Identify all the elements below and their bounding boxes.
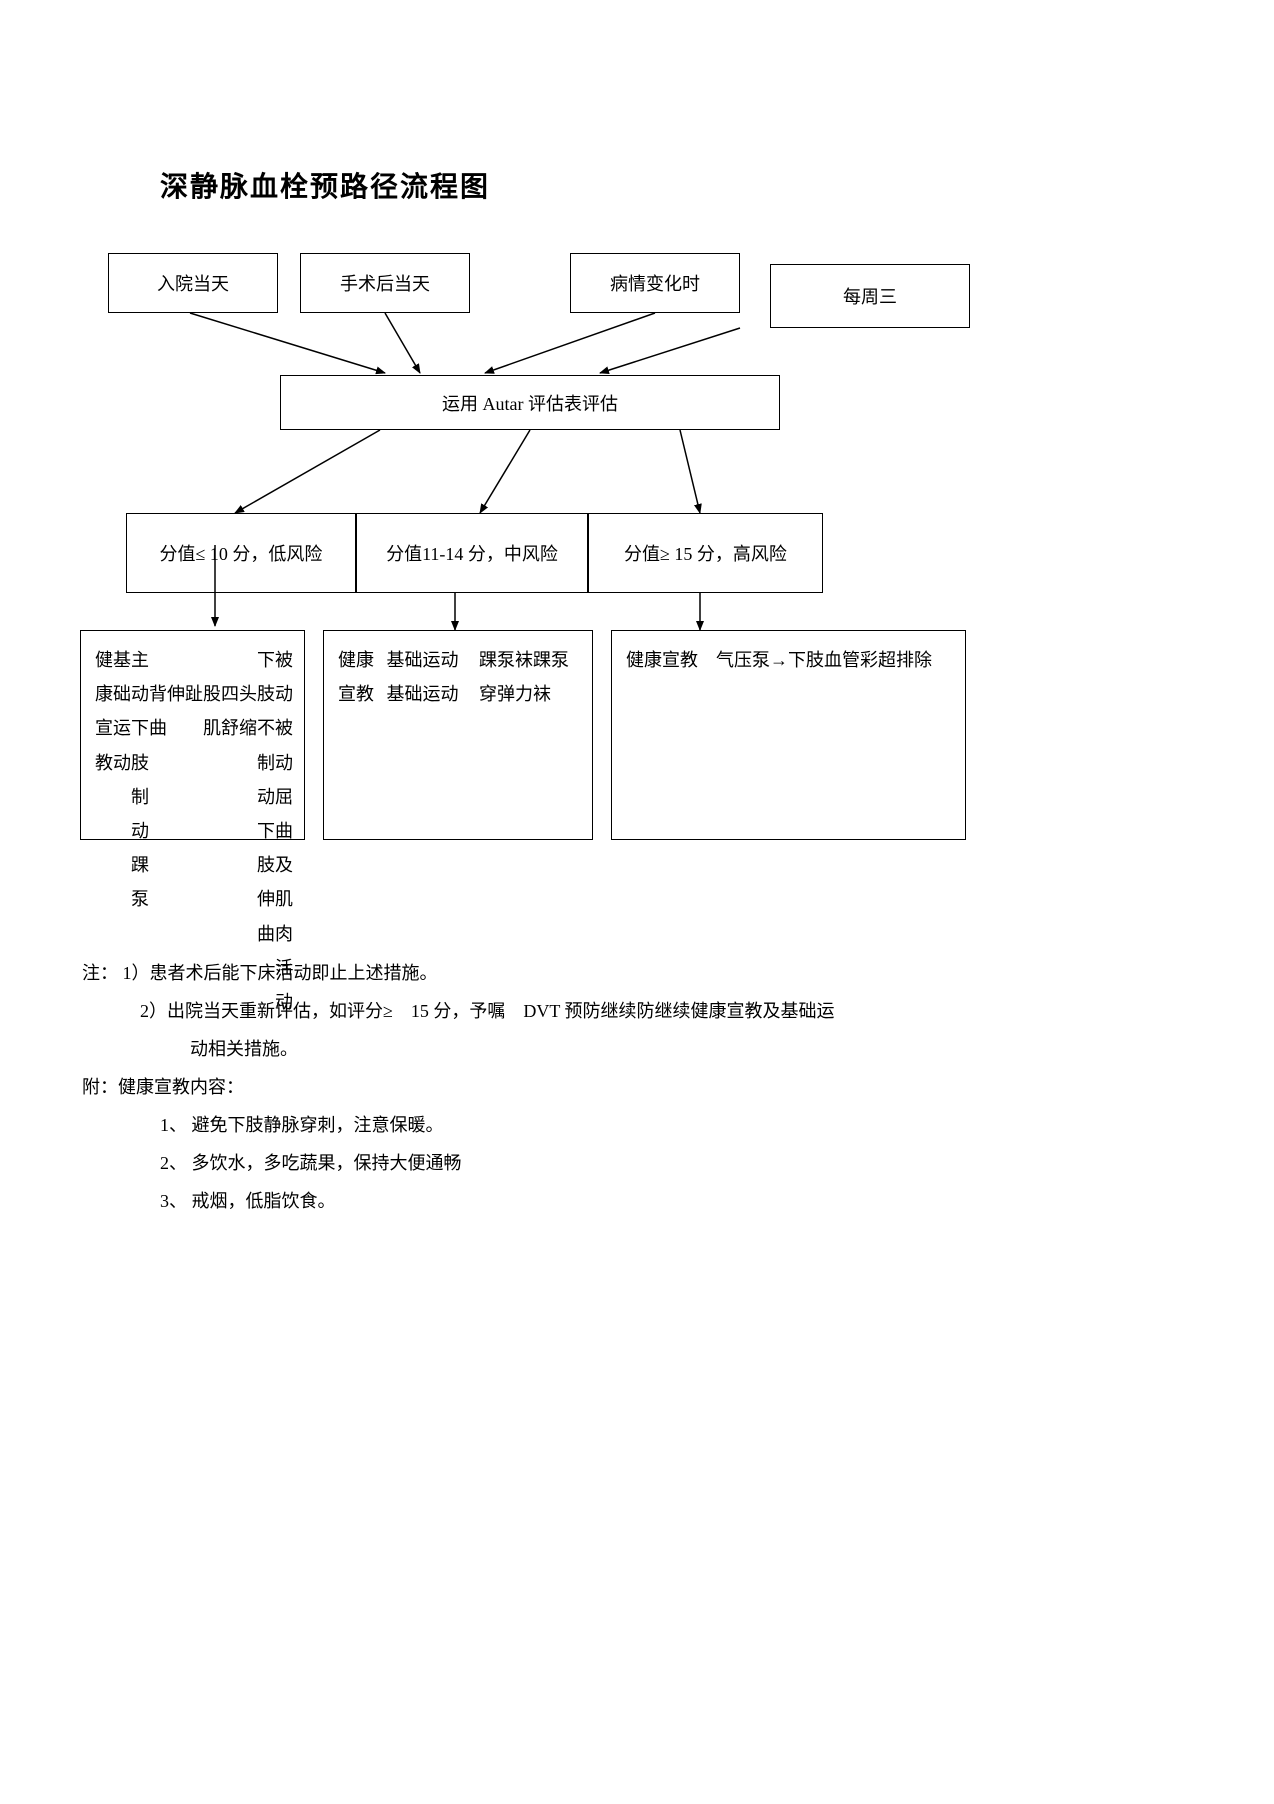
note-line: 3、 戒烟，低脂饮食。 [82, 1183, 982, 1219]
action-line: 健康宣教 [338, 643, 382, 711]
action-line: 主动下肢制动踝泵 [131, 643, 149, 917]
action-box-high: 健康宣教 气压泵→下肢血管彩超排除 [611, 630, 966, 840]
note-line: 2）出院当天重新评估，如评分≥ 15 分，予嘱 DVT 预防继续防继续健康宣教及… [82, 993, 982, 1029]
action-box-mid-content: 健康宣教 基础运动基础运动 踝泵袜踝泵穿弹力袜 [324, 631, 592, 839]
action-line: 踝泵袜踝泵穿弹力袜 [479, 643, 578, 711]
risk-box-high: 分值≥ 15 分，高风险 [588, 513, 823, 593]
action-line: 基础运动基础运动 [387, 643, 475, 711]
action-line: 健康宣教 [626, 643, 698, 677]
eval-box-label: 运用 Autar 评估表评估 [281, 376, 779, 429]
risk-box-high-label: 分值≥ 15 分，高风险 [589, 514, 822, 592]
flow-arrow [600, 328, 740, 373]
risk-box-low: 分值≤ 10 分，低风险 [126, 513, 356, 593]
top-box-surgery-day-label: 手术后当天 [301, 254, 469, 312]
eval-box: 运用 Autar 评估表评估 [280, 375, 780, 430]
action-line: 气压泵→下肢血管彩超排除 [716, 643, 932, 677]
risk-box-low-label: 分值≤ 10 分，低风险 [127, 514, 355, 592]
action-line: 健康宣教 [95, 643, 113, 780]
action-line: 背伸趾曲 [149, 643, 203, 746]
action-line: 下肢不制动下肢伸曲 [257, 643, 275, 951]
top-box-condition-change-label: 病情变化时 [571, 254, 739, 312]
action-line: 股四头肌舒缩 [203, 643, 257, 746]
note-line: 1、 避免下肢静脉穿刺，注意保暖。 [82, 1107, 982, 1143]
flow-arrow [480, 430, 530, 513]
flow-arrow [485, 313, 655, 373]
note-line: 注： 1）患者术后能下床活动即止上述措施。 [82, 955, 982, 991]
flow-arrow [235, 430, 380, 513]
action-line: 基础运动 [113, 643, 131, 780]
page-title: 深静脉血栓预路径流程图 [160, 165, 490, 205]
flow-arrow [680, 430, 700, 513]
action-box-low-content: 健康宣教基础运动主动下肢制动踝泵 背伸趾曲 股四头肌舒缩下肢不制动下肢伸曲被动被… [81, 631, 304, 839]
note-line: 附：健康宣教内容： [82, 1069, 982, 1105]
note-line: 动相关措施。 [82, 1031, 982, 1067]
top-box-admission-label: 入院当天 [109, 254, 277, 312]
top-box-wednesday: 每周三 [770, 264, 970, 328]
top-box-admission: 入院当天 [108, 253, 278, 313]
risk-box-mid: 分值11-14 分，中风险 [356, 513, 588, 593]
flow-arrow [190, 313, 385, 373]
action-box-mid: 健康宣教 基础运动基础运动 踝泵袜踝泵穿弹力袜 [323, 630, 593, 840]
note-line: 2、 多饮水，多吃蔬果，保持大便通畅 [82, 1145, 982, 1181]
action-box-high-content: 健康宣教 气压泵→下肢血管彩超排除 [612, 631, 965, 839]
top-box-surgery-day: 手术后当天 [300, 253, 470, 313]
notes-block: 注： 1）患者术后能下床活动即止上述措施。2）出院当天重新评估，如评分≥ 15 … [82, 955, 982, 1221]
flow-arrow [385, 313, 420, 373]
risk-box-mid-label: 分值11-14 分，中风险 [357, 514, 587, 592]
action-box-low: 健康宣教基础运动主动下肢制动踝泵 背伸趾曲 股四头肌舒缩下肢不制动下肢伸曲被动被… [80, 630, 305, 840]
top-box-wednesday-label: 每周三 [771, 265, 969, 327]
top-box-condition-change: 病情变化时 [570, 253, 740, 313]
